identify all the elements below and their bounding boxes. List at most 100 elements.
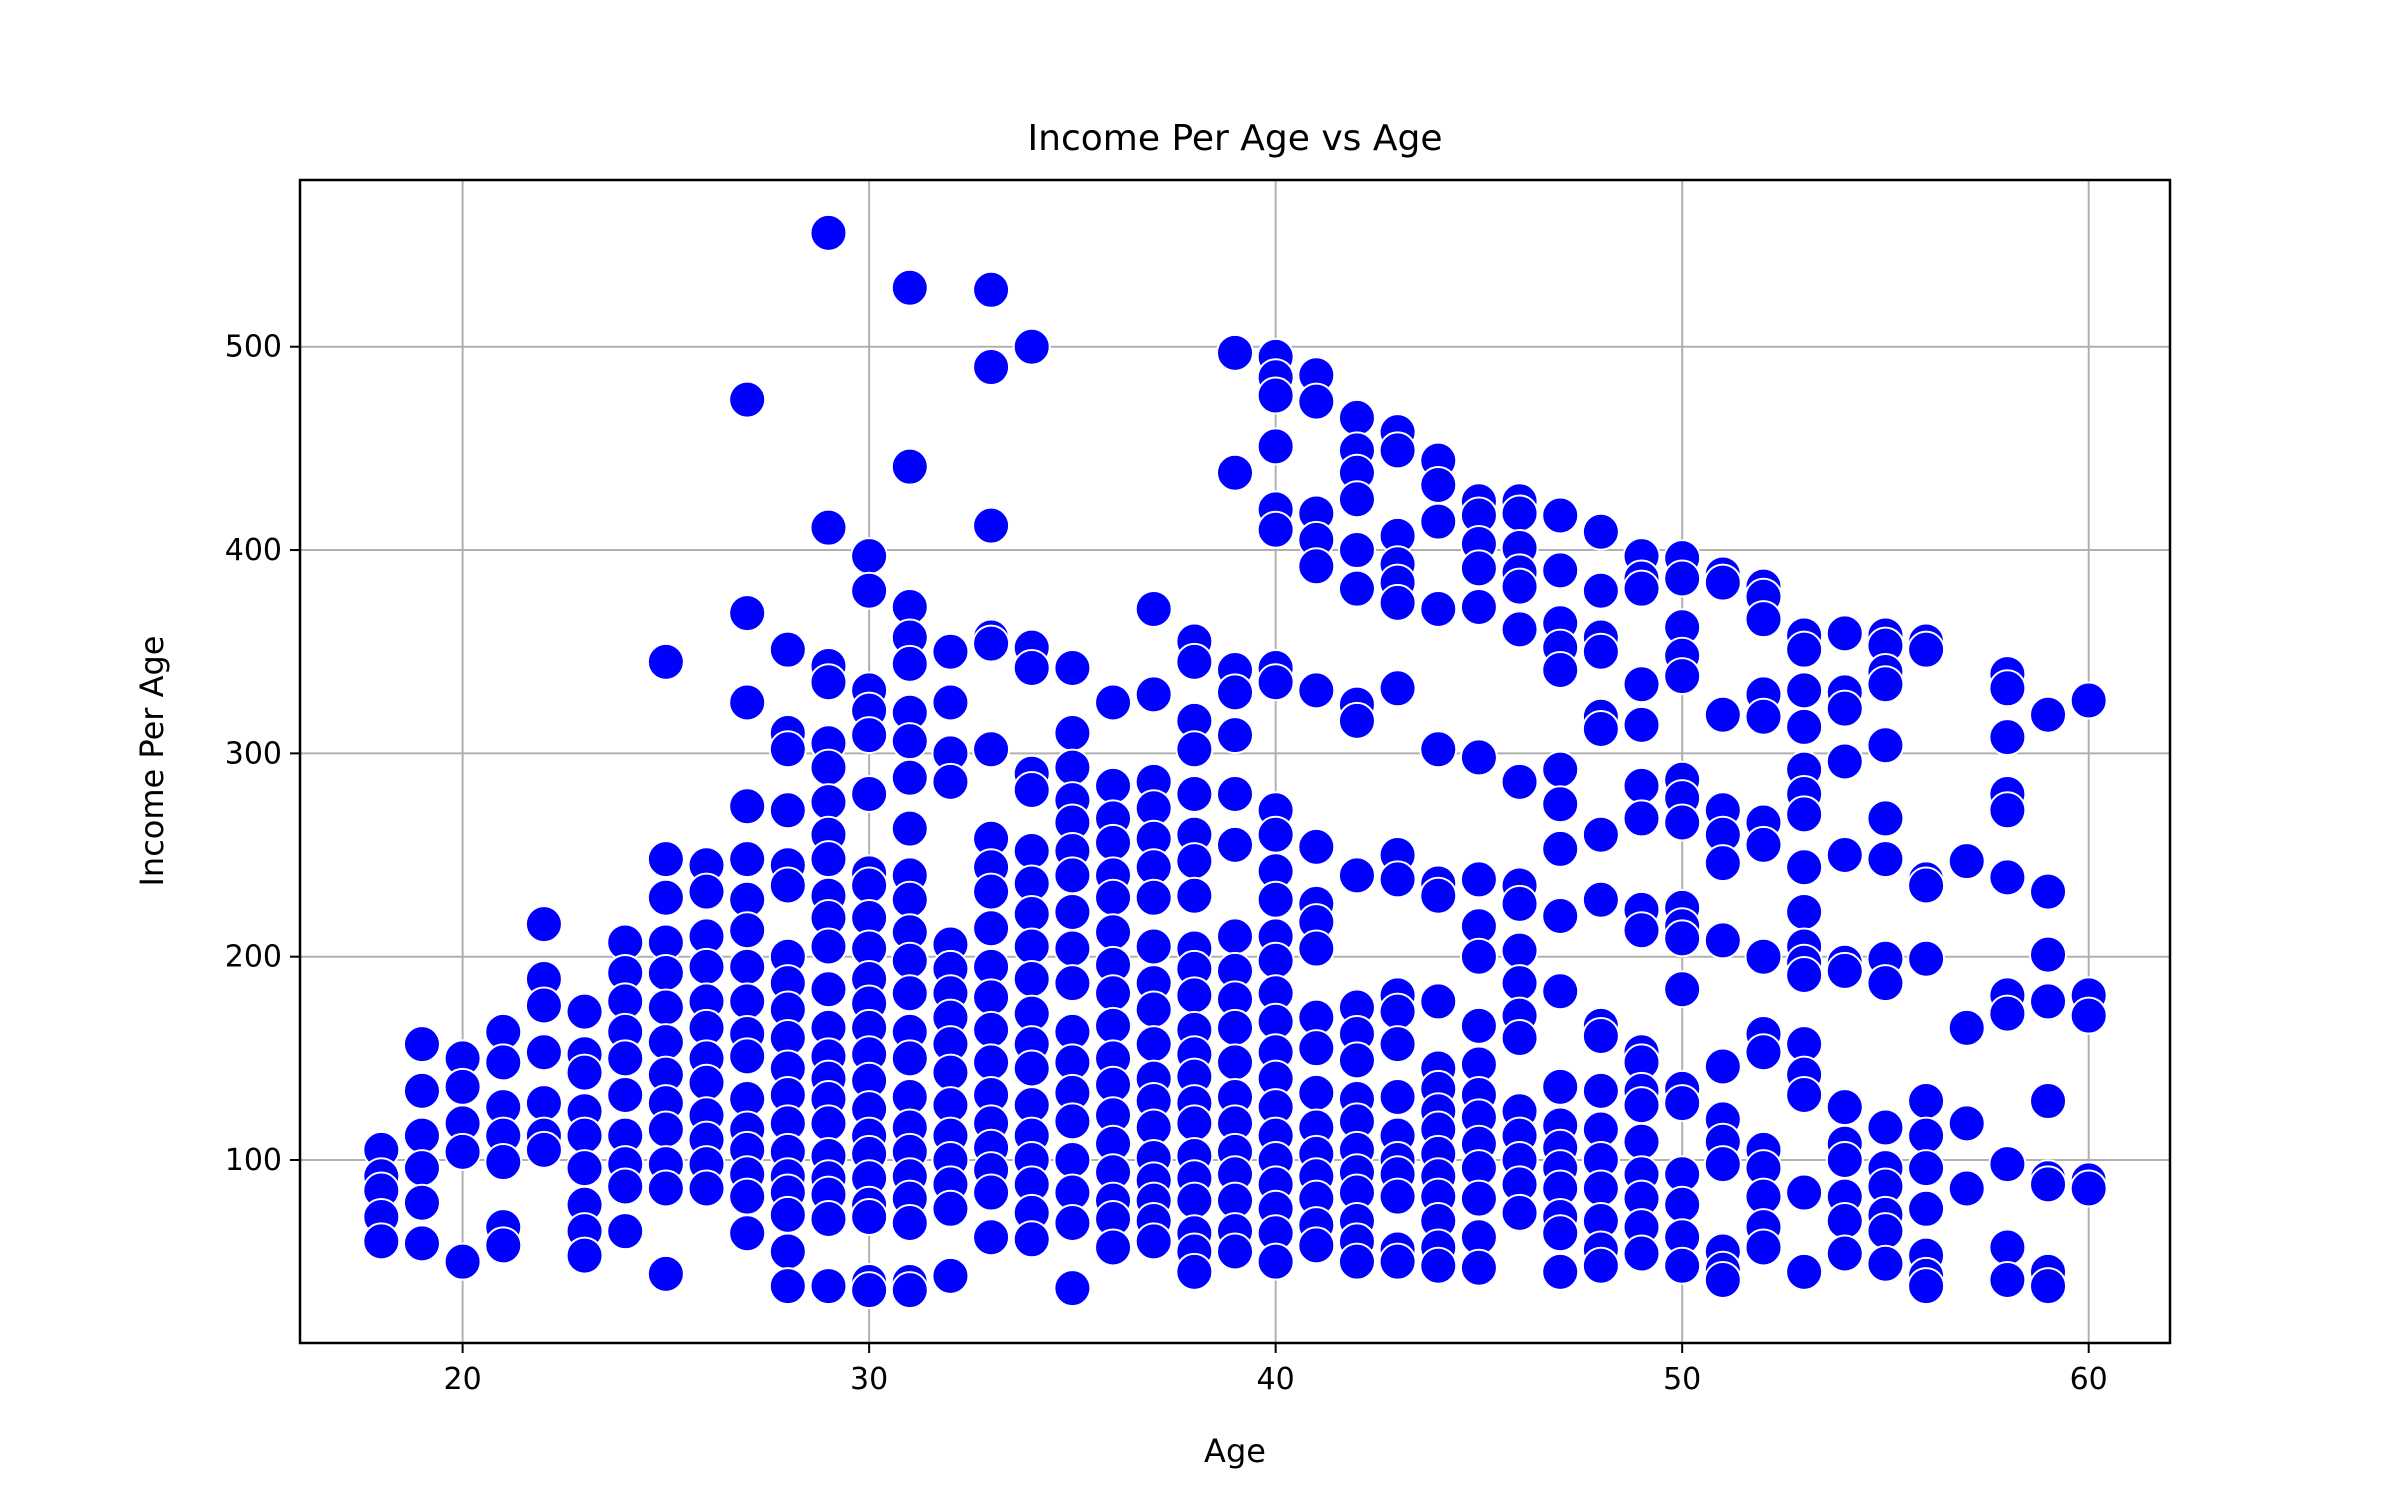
data-point xyxy=(1378,1242,1417,1281)
data-point xyxy=(524,986,563,1025)
data-point xyxy=(524,1130,563,1169)
data-point xyxy=(1581,709,1620,748)
data-point xyxy=(1378,992,1417,1031)
data-point xyxy=(1378,1025,1417,1064)
data-point xyxy=(402,1071,441,1110)
data-point xyxy=(2069,996,2108,1035)
data-point xyxy=(1541,972,1580,1011)
data-point xyxy=(1012,831,1051,870)
data-point xyxy=(1541,750,1580,789)
data-point xyxy=(1866,726,1905,765)
data-point xyxy=(972,270,1011,309)
data-point xyxy=(809,1199,848,1238)
data-point xyxy=(1053,1102,1092,1141)
data-point xyxy=(1866,964,1905,1003)
y-tick-label: 400 xyxy=(225,533,282,568)
data-point xyxy=(1094,766,1133,805)
data-point xyxy=(1866,1108,1905,1147)
data-point xyxy=(1866,840,1905,879)
data-point xyxy=(1581,880,1620,919)
data-point xyxy=(1622,799,1661,838)
y-tick-label: 300 xyxy=(225,736,282,771)
data-point xyxy=(1541,551,1580,590)
data-point xyxy=(1337,398,1376,437)
data-point xyxy=(565,1149,604,1188)
data-point xyxy=(484,1043,523,1082)
data-point xyxy=(1663,657,1702,696)
data-point xyxy=(1785,1252,1824,1291)
data-point xyxy=(1175,976,1214,1015)
data-point xyxy=(1541,1067,1580,1106)
data-point xyxy=(972,1043,1011,1082)
data-point xyxy=(1419,982,1458,1021)
data-point xyxy=(1134,675,1173,714)
chart-title: Income Per Age vs Age xyxy=(1028,118,1443,159)
data-point xyxy=(402,1025,441,1064)
data-point xyxy=(728,683,767,722)
data-point xyxy=(809,663,848,702)
data-point xyxy=(1541,496,1580,535)
data-point xyxy=(646,840,685,879)
data-point xyxy=(1988,718,2027,757)
data-point xyxy=(768,866,807,905)
y-axis-label: Income Per Age xyxy=(133,636,171,887)
data-point xyxy=(1500,610,1539,649)
x-tick-label: 50 xyxy=(1663,1362,1701,1397)
data-point xyxy=(1012,770,1051,809)
data-point xyxy=(1134,878,1173,917)
x-tick-label: 40 xyxy=(1257,1362,1295,1397)
data-point xyxy=(1744,1228,1783,1267)
data-point xyxy=(1622,911,1661,950)
data-point xyxy=(1581,1071,1620,1110)
data-point xyxy=(931,683,970,722)
data-point xyxy=(2029,1082,2068,1121)
data-point xyxy=(728,947,767,986)
data-point xyxy=(1907,1082,1946,1121)
data-point xyxy=(1297,827,1336,866)
data-point xyxy=(1459,1248,1498,1287)
data-point xyxy=(728,911,767,950)
data-point xyxy=(1175,1181,1214,1220)
data-point xyxy=(728,840,767,879)
y-tick-label: 200 xyxy=(225,940,282,975)
data-point xyxy=(1500,762,1539,801)
data-point xyxy=(1216,917,1254,956)
data-point xyxy=(809,927,848,966)
data-point xyxy=(972,506,1011,545)
data-point xyxy=(768,730,807,769)
data-point xyxy=(890,809,929,848)
data-point xyxy=(931,762,970,801)
data-point xyxy=(1785,1173,1824,1212)
data-point xyxy=(1785,707,1824,746)
data-point xyxy=(890,941,929,980)
data-point xyxy=(1541,785,1580,824)
data-point xyxy=(1175,842,1214,881)
data-point xyxy=(1094,823,1133,862)
data-point xyxy=(809,1267,848,1306)
data-point xyxy=(1459,1179,1498,1218)
data-point xyxy=(1866,799,1905,838)
data-point xyxy=(1581,632,1620,671)
data-point xyxy=(1459,860,1498,899)
data-point xyxy=(728,1214,767,1253)
data-point xyxy=(1500,884,1539,923)
data-point xyxy=(809,748,848,787)
data-point xyxy=(972,1218,1011,1257)
data-point xyxy=(2069,1169,2108,1208)
data-point xyxy=(1785,671,1824,710)
data-point xyxy=(890,268,929,307)
data-point xyxy=(890,758,929,797)
data-point xyxy=(1094,974,1133,1013)
data-point xyxy=(524,905,563,944)
data-point xyxy=(1094,1228,1133,1267)
data-point xyxy=(646,988,685,1027)
data-point xyxy=(1500,1019,1539,1058)
data-point xyxy=(1907,866,1946,905)
data-point xyxy=(1785,848,1824,887)
data-point xyxy=(1866,665,1905,704)
data-point xyxy=(1500,567,1539,606)
data-point xyxy=(402,1149,441,1188)
data-point xyxy=(972,730,1011,769)
data-point xyxy=(1053,1141,1092,1180)
data-point xyxy=(768,1232,807,1271)
